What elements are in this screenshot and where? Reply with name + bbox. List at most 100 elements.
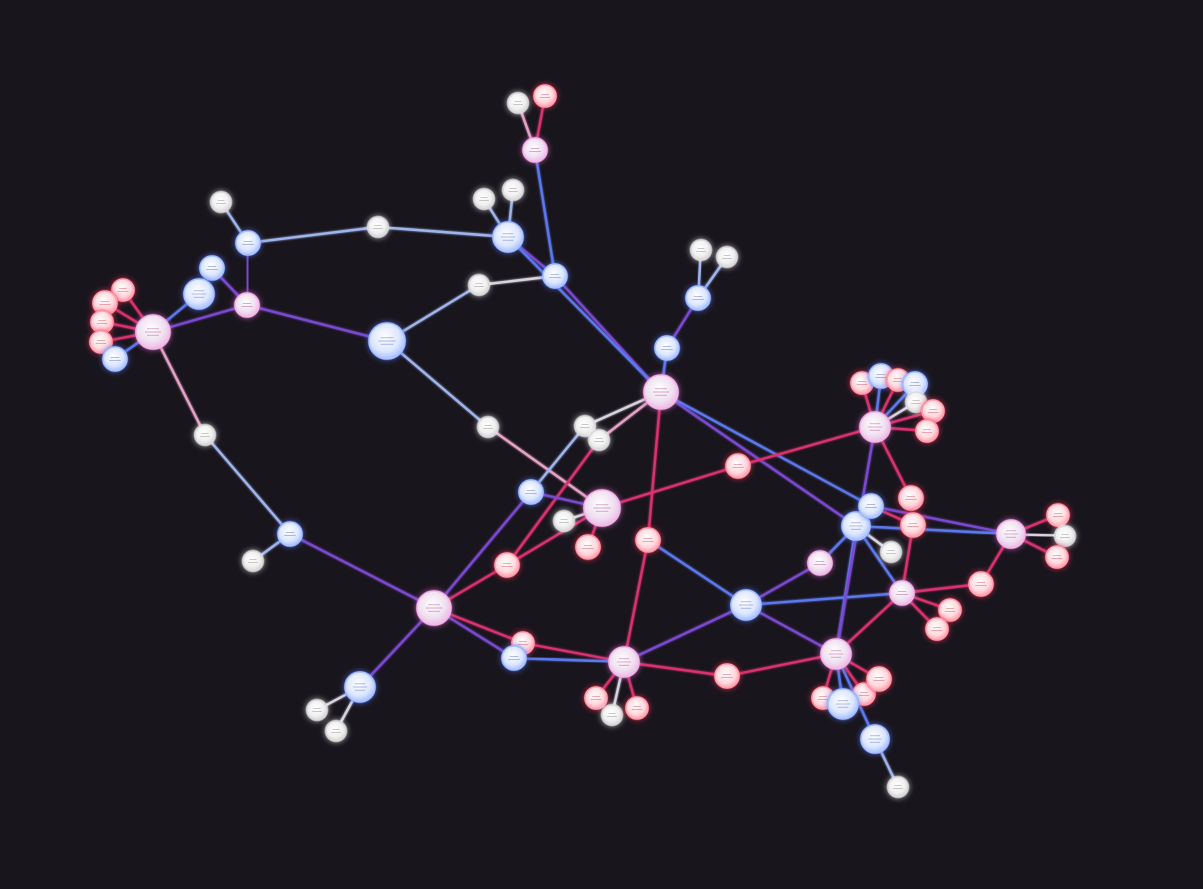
graph-node-entity[interactable] (500, 644, 528, 672)
graph-node-entity[interactable] (182, 277, 216, 311)
graph-node-property[interactable] (713, 662, 741, 690)
node-circle[interactable] (89, 330, 113, 354)
node-circle[interactable] (542, 263, 568, 289)
node-circle[interactable] (887, 776, 909, 798)
graph-node-leaf[interactable] (600, 703, 624, 727)
graph-node-entity[interactable] (367, 321, 407, 361)
graph-node-entity[interactable] (234, 229, 262, 257)
graph-node-entity[interactable] (198, 254, 226, 282)
graph-node-concept[interactable] (415, 589, 453, 627)
node-circle[interactable] (625, 696, 649, 720)
node-circle[interactable] (277, 521, 303, 547)
node-circle[interactable] (210, 191, 232, 213)
node-circle[interactable] (502, 179, 524, 201)
graph-node-property[interactable] (865, 665, 893, 693)
graph-node-leaf[interactable] (476, 415, 500, 439)
graph-node-leaf[interactable] (1053, 524, 1077, 548)
node-circle[interactable] (807, 550, 833, 576)
graph-node-leaf[interactable] (193, 423, 217, 447)
graph-node-concept[interactable] (521, 136, 549, 164)
graph-node-entity[interactable] (343, 670, 377, 704)
graph-node-leaf[interactable] (573, 414, 597, 438)
graph-node-leaf[interactable] (241, 549, 265, 573)
node-circle[interactable] (714, 663, 740, 689)
node-circle[interactable] (915, 419, 939, 443)
node-circle[interactable] (468, 274, 490, 296)
node-circle[interactable] (898, 485, 924, 511)
graph-node-concept[interactable] (642, 373, 680, 411)
node-circle[interactable] (654, 335, 680, 361)
graph-node-property[interactable] (724, 452, 752, 480)
graph-node-property[interactable] (89, 309, 115, 335)
node-circle[interactable] (533, 84, 557, 108)
node-circle[interactable] (522, 137, 548, 163)
node-circle[interactable] (518, 479, 544, 505)
graph-node-entity[interactable] (517, 478, 545, 506)
graph-node-leaf[interactable] (209, 190, 233, 214)
graph-node-property[interactable] (493, 551, 521, 579)
graph-node-entity[interactable] (857, 492, 885, 520)
graph-node-leaf[interactable] (472, 187, 496, 211)
node-circle[interactable] (199, 255, 225, 281)
graph-node-leaf[interactable] (366, 215, 390, 239)
graph-node-entity[interactable] (276, 520, 304, 548)
node-circle[interactable] (866, 666, 892, 692)
graph-node-concept[interactable] (582, 488, 622, 528)
graph-node-entity[interactable] (491, 220, 525, 254)
node-circle[interactable] (1054, 525, 1076, 547)
node-circle[interactable] (601, 704, 623, 726)
node-circle[interactable] (725, 453, 751, 479)
graph-node-concept[interactable] (858, 410, 892, 444)
node-circle[interactable] (900, 512, 926, 538)
graph-node-leaf[interactable] (324, 719, 348, 743)
node-circle[interactable] (968, 571, 994, 597)
graph-node-entity[interactable] (729, 588, 763, 622)
node-circle[interactable] (494, 552, 520, 578)
node-circle[interactable] (889, 580, 915, 606)
graph-node-entity[interactable] (101, 345, 129, 373)
graph-node-property[interactable] (624, 695, 650, 721)
node-circle[interactable] (367, 216, 389, 238)
graph-node-leaf[interactable] (305, 698, 329, 722)
node-circle[interactable] (685, 285, 711, 311)
node-circle[interactable] (325, 720, 347, 742)
node-circle[interactable] (574, 415, 596, 437)
graph-node-property[interactable] (920, 398, 946, 424)
graph-node-leaf[interactable] (715, 245, 739, 269)
node-circle[interactable] (501, 645, 527, 671)
node-circle[interactable] (858, 493, 884, 519)
node-circle[interactable] (234, 292, 260, 318)
graph-node-property[interactable] (899, 511, 927, 539)
graph-node-leaf[interactable] (689, 238, 713, 262)
node-circle[interactable] (938, 598, 962, 622)
graph-node-leaf[interactable] (886, 775, 910, 799)
node-circle[interactable] (635, 527, 661, 553)
graph-node-property[interactable] (91, 289, 119, 317)
graph-node-property[interactable] (937, 597, 963, 623)
graph-node-property[interactable] (924, 616, 950, 642)
graph-node-entity[interactable] (859, 723, 891, 755)
node-circle[interactable] (1046, 503, 1070, 527)
graph-node-entity[interactable] (684, 284, 712, 312)
graph-node-concept[interactable] (995, 518, 1027, 550)
graph-node-property[interactable] (574, 533, 602, 561)
graph-node-entity[interactable] (840, 510, 872, 542)
node-circle[interactable] (1045, 545, 1069, 569)
node-circle[interactable] (242, 550, 264, 572)
graph-node-leaf[interactable] (501, 178, 525, 202)
graph-node-property[interactable] (583, 685, 609, 711)
graph-node-property[interactable] (914, 418, 940, 444)
node-circle[interactable] (477, 416, 499, 438)
graph-node-leaf[interactable] (552, 509, 576, 533)
graph-node-property[interactable] (967, 570, 995, 598)
node-circle[interactable] (690, 239, 712, 261)
node-circle[interactable] (880, 541, 902, 563)
node-circle[interactable] (111, 278, 135, 302)
node-circle[interactable] (306, 699, 328, 721)
graph-node-concept[interactable] (607, 645, 641, 679)
graph-node-property[interactable] (1044, 544, 1070, 570)
graph-node-leaf[interactable] (879, 540, 903, 564)
node-circle[interactable] (575, 534, 601, 560)
graph-node-concept[interactable] (888, 579, 916, 607)
